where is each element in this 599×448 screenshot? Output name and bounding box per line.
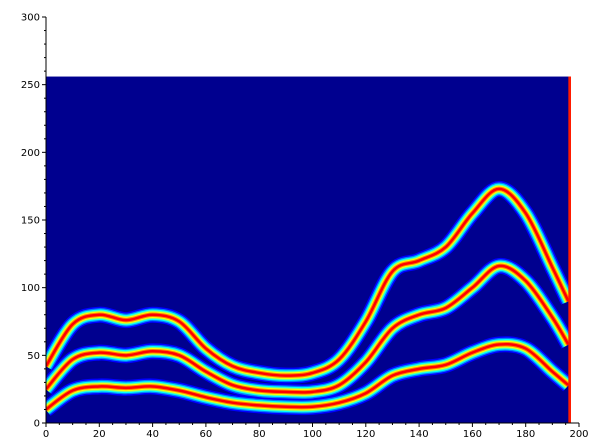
y-tick-label: 50 xyxy=(27,351,40,362)
x-tick-label: 160 xyxy=(463,429,482,440)
x-tick-label: 100 xyxy=(303,429,322,440)
heatmap-image xyxy=(46,76,572,424)
x-tick-label: 200 xyxy=(569,429,588,440)
ridge-3-band-7 xyxy=(46,187,570,377)
x-tick-label: 180 xyxy=(516,429,535,440)
x-tick-label: 0 xyxy=(43,429,49,440)
x-tick-label: 140 xyxy=(410,429,429,440)
x-tick-label: 40 xyxy=(146,429,159,440)
heatmap-background xyxy=(46,76,572,424)
x-tick-label: 60 xyxy=(200,429,213,440)
ridge-1-band-7 xyxy=(46,342,570,411)
y-tick-label: 0 xyxy=(34,419,40,430)
x-tick-label: 80 xyxy=(253,429,266,440)
y-tick-label: 100 xyxy=(21,283,40,294)
y-tick-label: 250 xyxy=(21,80,40,91)
ridge-2-band-7 xyxy=(46,264,570,394)
ridge-series-1 xyxy=(46,336,572,416)
ridge-series-3 xyxy=(46,180,572,384)
x-tick-label: 120 xyxy=(356,429,375,440)
y-tick-label: 150 xyxy=(21,216,40,227)
y-tick-label: 200 xyxy=(21,148,40,159)
axes: 0 20 40 60 80 100 120 140 160 180 200 0 50 100 150 200 2… xyxy=(21,13,589,441)
x-tick-label: 20 xyxy=(93,429,106,440)
ridge-series-2 xyxy=(46,257,572,401)
y-tick-label: 300 xyxy=(21,13,40,24)
